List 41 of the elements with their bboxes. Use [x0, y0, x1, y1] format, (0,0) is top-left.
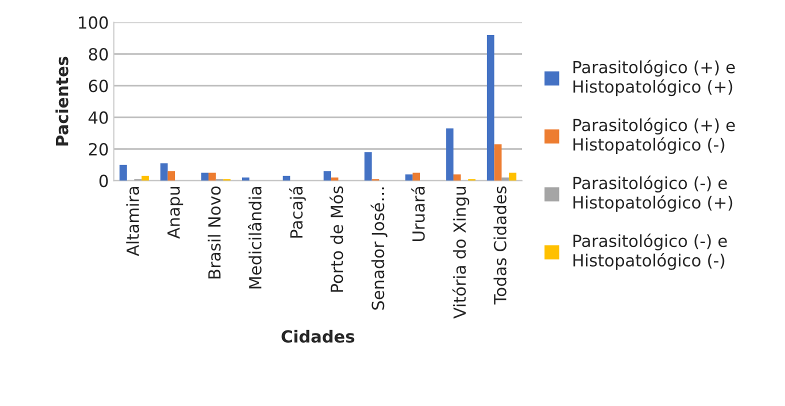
x-tick-label: Uruará	[411, 187, 425, 241]
y-tick-label: 80	[88, 48, 108, 61]
bar	[486, 34, 494, 181]
y-tick-label: 100	[78, 16, 108, 29]
y-tick-label: 60	[88, 80, 108, 92]
bar	[208, 172, 216, 181]
y-tick-label: 0	[99, 174, 108, 188]
bar	[405, 174, 413, 181]
x-tick-label: Senador José…	[370, 187, 388, 310]
y-tick-label: 20	[88, 142, 108, 156]
bar	[282, 176, 290, 181]
bar	[242, 178, 250, 181]
legend-label: Parasitológico (+) e Histopatológico (+)	[573, 60, 735, 96]
legend-label: Parasitológico (-) e Histopatológico (+)	[573, 176, 732, 212]
legend-label: Parasitológico (-) e Histopatológico (-)	[573, 234, 727, 270]
x-tick-label: Todas Cidades	[494, 186, 506, 304]
y-axis-title: Pacientes	[55, 56, 68, 146]
bar	[364, 152, 372, 181]
bar	[330, 178, 338, 181]
bar	[168, 171, 176, 181]
x-tick-label: Anapu	[168, 187, 184, 239]
bar	[508, 172, 516, 181]
bar	[494, 144, 502, 181]
legend-label: Parasitológico (+) e Histopatológico (-)	[573, 118, 735, 154]
bar	[120, 164, 127, 181]
bar	[446, 128, 454, 181]
bar	[142, 176, 149, 181]
x-axis-title: Cidades	[282, 330, 354, 343]
bar	[201, 172, 209, 181]
x-tick-label: Brasil Novo	[208, 186, 221, 278]
bar	[453, 174, 461, 181]
x-tick-label: Altamira	[126, 187, 140, 256]
bar	[160, 163, 168, 181]
y-tick-label: 40	[88, 111, 108, 124]
x-tick-label: Porto de Mós	[330, 186, 344, 292]
bar	[502, 178, 509, 181]
bar	[412, 172, 420, 181]
bar	[324, 171, 331, 181]
x-tick-label: Medicilândia	[248, 187, 262, 288]
x-tick-label: Pacajá	[289, 187, 306, 238]
x-tick-label: Vitória do Xingu	[452, 187, 470, 319]
